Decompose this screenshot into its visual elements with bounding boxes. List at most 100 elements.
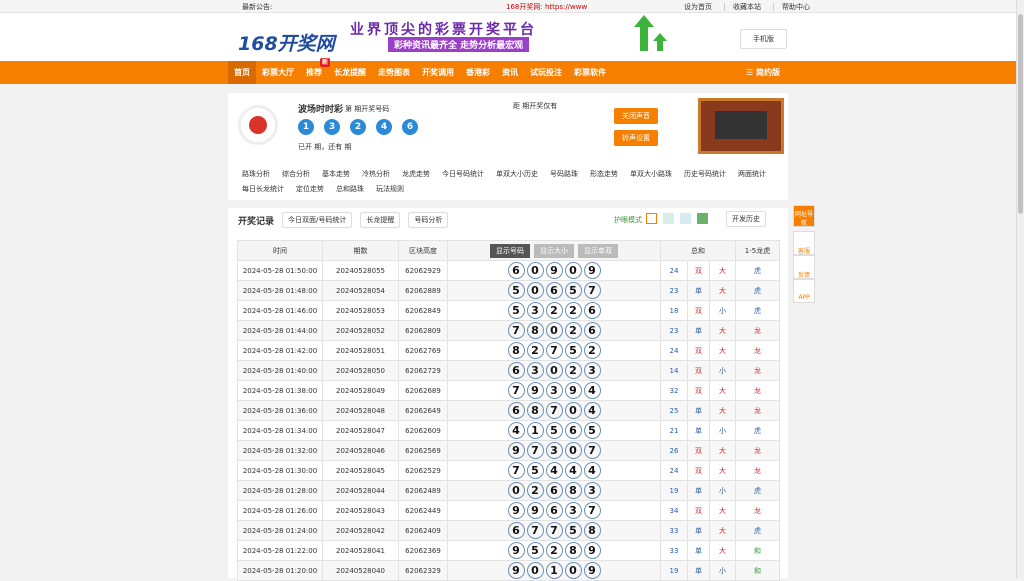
site-url[interactable]: 168开奖网: https://www bbox=[506, 3, 588, 11]
sound-button[interactable]: 关闭声音 bbox=[614, 108, 658, 124]
result-ball: 9 bbox=[526, 382, 544, 399]
attr-cell: 虎 bbox=[735, 420, 780, 441]
result-ball: 0 bbox=[564, 442, 582, 459]
result-ball: 3 bbox=[564, 502, 582, 519]
simple-text[interactable]: 简约版 bbox=[755, 68, 780, 77]
analysis-link[interactable]: 今日号码统计 bbox=[442, 170, 484, 178]
analysis-link[interactable]: 冷热分析 bbox=[362, 170, 390, 178]
nav-item[interactable]: 长龙提醒 bbox=[334, 68, 366, 77]
nav-item[interactable]: 彩票软件 bbox=[574, 68, 606, 77]
attr-cell: 大 bbox=[709, 400, 736, 421]
analysis-link[interactable]: 路珠分析 bbox=[242, 170, 270, 178]
result-ball: 6 bbox=[507, 262, 525, 279]
analysis-link[interactable]: 定位走势 bbox=[296, 185, 324, 193]
result-ball: 2 bbox=[583, 342, 601, 359]
result-ball: 6 bbox=[507, 362, 525, 379]
nav-item[interactable]: 试玩投注 bbox=[530, 68, 562, 77]
analysis-link[interactable]: 基本走势 bbox=[322, 170, 350, 178]
nav-item[interactable]: 首页 bbox=[228, 61, 256, 84]
nav-item[interactable]: 走势图表 bbox=[378, 68, 410, 77]
top-link[interactable]: 收藏本站 bbox=[724, 3, 761, 11]
analysis-link[interactable]: 综合分析 bbox=[282, 170, 310, 178]
sum-cell: 24 bbox=[660, 460, 688, 481]
result-ball: 4 bbox=[507, 422, 525, 439]
sidebar-item[interactable]: 客服 bbox=[793, 231, 815, 255]
toggle-button[interactable]: 显示单双 bbox=[578, 243, 618, 258]
result-ball: 8 bbox=[564, 482, 582, 499]
sidebar-item[interactable]: APP bbox=[793, 279, 815, 303]
record-cell: 20240528054 bbox=[322, 280, 399, 301]
record-cell: 20240528050 bbox=[322, 360, 399, 381]
record-cell: 20240528044 bbox=[322, 480, 399, 501]
analysis-link[interactable]: 单双大小路珠 bbox=[630, 170, 672, 178]
sound-button[interactable]: 铃声设置 bbox=[614, 130, 658, 146]
nav-item[interactable]: 推荐新 bbox=[306, 58, 330, 77]
result-ball: 4 bbox=[583, 462, 601, 479]
attr-cell: 双 bbox=[687, 360, 710, 381]
record-cell: 62062889 bbox=[398, 280, 448, 301]
logo[interactable]: 168开奖网 bbox=[238, 33, 335, 55]
records-tab[interactable]: 号码分析 bbox=[408, 212, 449, 228]
attr-cell: 龙 bbox=[735, 320, 780, 341]
result-ball: 9 bbox=[507, 442, 525, 459]
record-cell: 62062769 bbox=[398, 340, 448, 361]
history-button[interactable]: 开发历史 bbox=[726, 211, 766, 227]
attr-cell: 龙 bbox=[735, 340, 780, 361]
records-tab[interactable]: 长龙提醒 bbox=[360, 212, 401, 228]
sum-cell: 14 bbox=[660, 360, 688, 381]
result-ball: 6 bbox=[564, 422, 582, 439]
analysis-link[interactable]: 龙虎走势 bbox=[402, 170, 430, 178]
analysis-link[interactable]: 玩法规则 bbox=[376, 185, 404, 193]
attr-cell: 龙 bbox=[735, 460, 780, 481]
result-ball: 5 bbox=[526, 542, 544, 559]
attr-cell: 双 bbox=[687, 340, 710, 361]
result-ball: 2 bbox=[564, 302, 582, 319]
nav-item[interactable]: 彩票大厅 bbox=[262, 68, 294, 77]
analysis-link[interactable]: 总和路珠 bbox=[336, 185, 364, 193]
result-ball: 8 bbox=[526, 402, 544, 419]
attr-cell: 单 bbox=[687, 520, 710, 541]
eye-mode[interactable]: 护眼模式 bbox=[614, 216, 642, 224]
mobile-button[interactable]: 手机版 bbox=[740, 29, 787, 49]
result-ball: 2 bbox=[564, 322, 582, 339]
analysis-link[interactable]: 号码路珠 bbox=[550, 170, 578, 178]
toggle-button[interactable]: 显示号码 bbox=[490, 243, 530, 258]
record-cell: 20240528043 bbox=[322, 500, 399, 521]
result-ball: 7 bbox=[507, 382, 525, 399]
attr-cell: 单 bbox=[687, 540, 710, 561]
result-ball: 0 bbox=[564, 402, 582, 419]
nav-item[interactable]: 资讯 bbox=[502, 68, 518, 77]
link-row: 每日长龙统计 定位走势 总和路珠 玩法规则 bbox=[242, 182, 782, 197]
result-ball: 9 bbox=[583, 542, 601, 559]
record-cell: 20240528048 bbox=[322, 400, 399, 421]
record-cell: 20240528042 bbox=[322, 520, 399, 541]
analysis-link[interactable]: 两面统计 bbox=[738, 170, 766, 178]
simple-version[interactable]: ☰ 简约版 bbox=[746, 68, 780, 77]
top-link[interactable]: 设为首页 bbox=[684, 3, 712, 11]
nav-item[interactable]: 香港彩 bbox=[466, 68, 490, 77]
analysis-link[interactable]: 历史号码统计 bbox=[684, 170, 726, 178]
analysis-link[interactable]: 单双大小历史 bbox=[496, 170, 538, 178]
record-cell: 62062489 bbox=[398, 480, 448, 501]
records-tab[interactable]: 今日双面/号码统计 bbox=[282, 212, 353, 228]
record-cell: 2024-05-28 01:36:00 bbox=[237, 400, 323, 421]
analysis-link[interactable]: 每日长龙统计 bbox=[242, 185, 284, 193]
result-ball: 9 bbox=[507, 502, 525, 519]
result-ball: 6 bbox=[545, 502, 563, 519]
result-ball: 9 bbox=[507, 542, 525, 559]
toggle-button[interactable]: 显示大小 bbox=[534, 243, 574, 258]
sum-cell: 24 bbox=[660, 340, 688, 361]
result-ball: 5 bbox=[526, 462, 544, 479]
ball: 1 bbox=[298, 119, 314, 135]
result-ball: 7 bbox=[583, 502, 601, 519]
nav-item[interactable]: 开奖调用 bbox=[422, 68, 454, 77]
sidebar-item[interactable]: 网址导航 bbox=[793, 205, 815, 227]
top-link[interactable]: 帮助中心 bbox=[773, 3, 810, 11]
nav-badge: 新 bbox=[319, 58, 330, 67]
analysis-link[interactable]: 形态走势 bbox=[590, 170, 618, 178]
sidebar-item[interactable]: 反馈 bbox=[793, 255, 815, 279]
